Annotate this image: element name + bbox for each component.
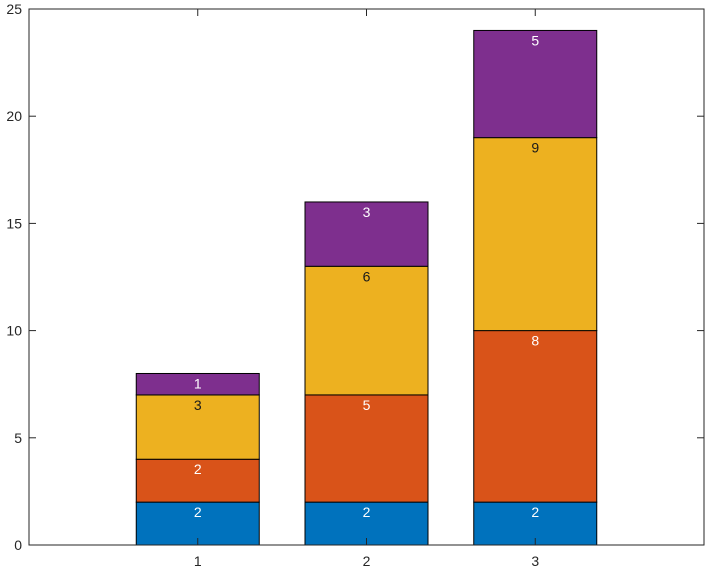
bar-data-label: 6: [363, 268, 371, 284]
y-tick-label: 25: [6, 1, 22, 17]
y-tick-label: 5: [14, 430, 22, 446]
x-tick-label: 1: [194, 553, 202, 569]
bar-segment: [304, 394, 429, 503]
bar-segment: [473, 501, 598, 546]
bar-segment: [473, 137, 598, 332]
bar-data-label: 2: [531, 504, 539, 520]
y-tick-label: 0: [14, 537, 22, 553]
bar-data-label: 3: [194, 397, 202, 413]
y-tick-label: 20: [6, 108, 22, 124]
bar-segment: [304, 265, 429, 396]
bar-data-label: 5: [363, 397, 371, 413]
y-tick-label: 10: [6, 323, 22, 339]
bar-data-label: 1: [194, 375, 202, 391]
x-tick-label: 2: [363, 553, 371, 569]
bar-data-label: 2: [363, 504, 371, 520]
bar-segment: [473, 29, 598, 139]
bar-segment: [473, 330, 598, 503]
y-tick-label: 15: [6, 215, 22, 231]
bar-data-label: 2: [194, 461, 202, 477]
bar-segment: [135, 501, 260, 546]
data-labels-layer: 2 2 3 1 2 5 6 3 2 8 9 5: [194, 32, 540, 520]
bar-data-label: 2: [194, 504, 202, 520]
bar-data-label: 9: [531, 140, 539, 156]
bars-layer: [135, 29, 598, 546]
bar-data-label: 5: [531, 32, 539, 48]
x-tick-label: 3: [531, 553, 539, 569]
bar-data-label: 3: [363, 204, 371, 220]
bar-segment: [135, 394, 260, 460]
bar-segment: [304, 201, 429, 267]
bar-data-label: 8: [531, 333, 539, 349]
bar-segment: [135, 372, 260, 396]
